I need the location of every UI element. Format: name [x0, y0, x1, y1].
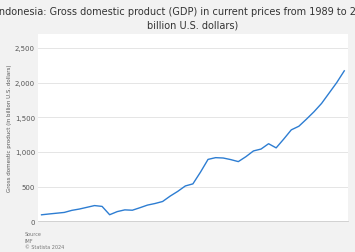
Title: Indonesia: Gross domestic product (GDP) in current prices from 1989 to 2029 (in
: Indonesia: Gross domestic product (GDP) …: [0, 7, 355, 30]
Text: Source
IMF
© Statista 2024: Source IMF © Statista 2024: [25, 231, 64, 249]
Y-axis label: Gross domestic product (in billion U.S. dollars): Gross domestic product (in billion U.S. …: [7, 65, 12, 192]
